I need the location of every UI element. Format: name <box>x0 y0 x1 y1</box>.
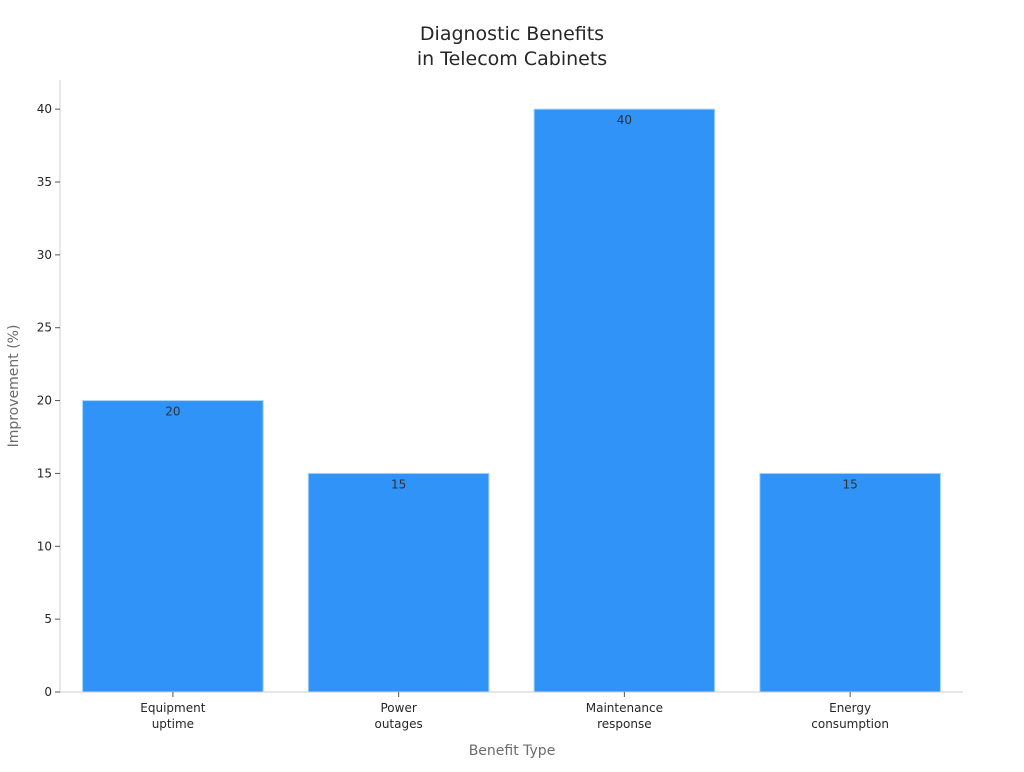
x-tick-labels-layer: Equipment uptime Power outages Maintenance re… <box>140 692 889 731</box>
x-tick-label-3: Energy consumption <box>811 701 889 731</box>
x-tick-label-0-line-1: uptime <box>152 717 194 731</box>
y-tick-label-0: 0 <box>44 685 52 699</box>
bar-2 <box>533 108 716 693</box>
x-tick-label-2: Maintenance response <box>586 701 663 731</box>
y-tick-label-1: 5 <box>44 612 52 626</box>
x-tick-label-2-line-1: response <box>597 717 652 731</box>
bar-0 <box>82 400 264 693</box>
y-tick-label-8: 40 <box>37 102 52 116</box>
x-tick-label-3-line-0: Energy <box>829 701 871 715</box>
x-tick-label-1-line-1: outages <box>374 717 422 731</box>
data-label-2: 40 <box>617 113 632 127</box>
data-label-3: 15 <box>842 477 857 491</box>
y-ticks-layer: 0 5 10 15 20 25 30 35 40 <box>37 102 60 699</box>
x-tick-label-1-line-0: Power <box>380 701 416 715</box>
data-label-0: 20 <box>165 405 180 419</box>
y-tick-label-3: 15 <box>37 466 52 480</box>
y-tick-label-7: 35 <box>37 175 52 189</box>
x-tick-label-1: Power outages <box>374 701 422 731</box>
y-tick-label-4: 20 <box>37 394 52 408</box>
y-tick-label-5: 25 <box>37 321 52 335</box>
x-axis-title: Benefit Type <box>469 743 556 759</box>
y-tick-label-6: 30 <box>37 248 52 262</box>
bar-1 <box>307 472 490 693</box>
y-tick-label-2: 10 <box>37 539 52 553</box>
bars-layer: 20 15 40 15 <box>82 108 941 693</box>
bar-3 <box>759 472 941 693</box>
chart-title-line-1: Diagnostic Benefits <box>420 23 604 45</box>
x-tick-label-0: Equipment uptime <box>140 701 205 731</box>
chart-title-line-2: in Telecom Cabinets <box>417 48 607 70</box>
x-tick-label-2-line-0: Maintenance <box>586 701 663 715</box>
x-tick-label-3-line-1: consumption <box>811 717 889 731</box>
data-label-1: 15 <box>391 477 406 491</box>
y-axis-title: Improvement (%) <box>6 325 22 448</box>
x-tick-label-0-line-0: Equipment <box>140 701 205 715</box>
